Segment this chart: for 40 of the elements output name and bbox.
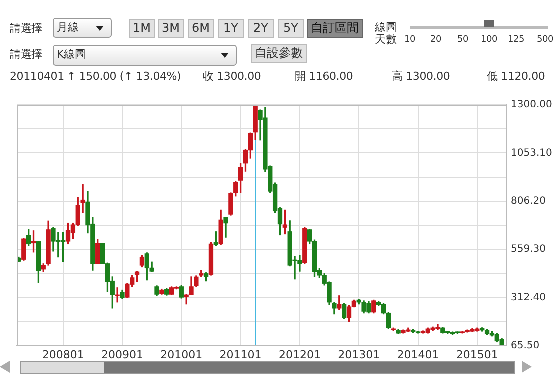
y-tick-label: 312.40 (511, 292, 546, 304)
text: 1M (129, 19, 155, 38)
text: 2Y (248, 19, 274, 38)
candlestick (115, 288, 120, 303)
text: 開 1160.00 (295, 70, 354, 84)
x-tick-label: 200801 (42, 348, 84, 362)
text: 線圖天數 (375, 21, 398, 46)
x-tick-label: 201401 (397, 348, 440, 362)
text: 5Y (278, 19, 304, 38)
y-tick-label: 806.20 (511, 196, 546, 207)
text: 500 (537, 34, 553, 47)
text: ↑ 150.00 (↑ 13.04%) (67, 70, 182, 84)
text: 低 1120.00 (487, 70, 546, 84)
text: 125 (508, 34, 525, 47)
x-tick-label: 201101 (220, 348, 262, 362)
x-tick-label: 201201 (278, 348, 321, 362)
text: 收 1300.00 (203, 70, 262, 84)
x-tick-label: 201301 (338, 348, 380, 362)
text: 20 (429, 34, 443, 47)
text: 6M (188, 19, 214, 38)
y-tick-label: 1300.00 (511, 100, 552, 111)
text: K線圖 (57, 48, 86, 62)
text: 10 (403, 34, 417, 47)
text: 50 (456, 34, 470, 47)
text: 高 1300.00 (392, 70, 450, 84)
text: 100 (481, 34, 498, 47)
y-tick-label: 559.30 (511, 244, 546, 256)
text: 自設參數 (251, 44, 307, 63)
text: 20110401 (10, 70, 64, 84)
text: 自訂區間 (307, 19, 363, 38)
x-tick-label: 201001 (160, 348, 203, 362)
text: 月線 (57, 21, 79, 35)
text: 1Y (218, 19, 244, 38)
x-tick-label: 201501 (456, 348, 498, 362)
y-tick-label: 65.50 (511, 340, 540, 352)
text: 請選擇 (10, 22, 42, 36)
y-tick-label: 1053.10 (511, 148, 552, 159)
text: 請選擇 (10, 48, 42, 62)
x-tick-label: 200901 (101, 348, 144, 362)
text: 3M (158, 19, 184, 38)
